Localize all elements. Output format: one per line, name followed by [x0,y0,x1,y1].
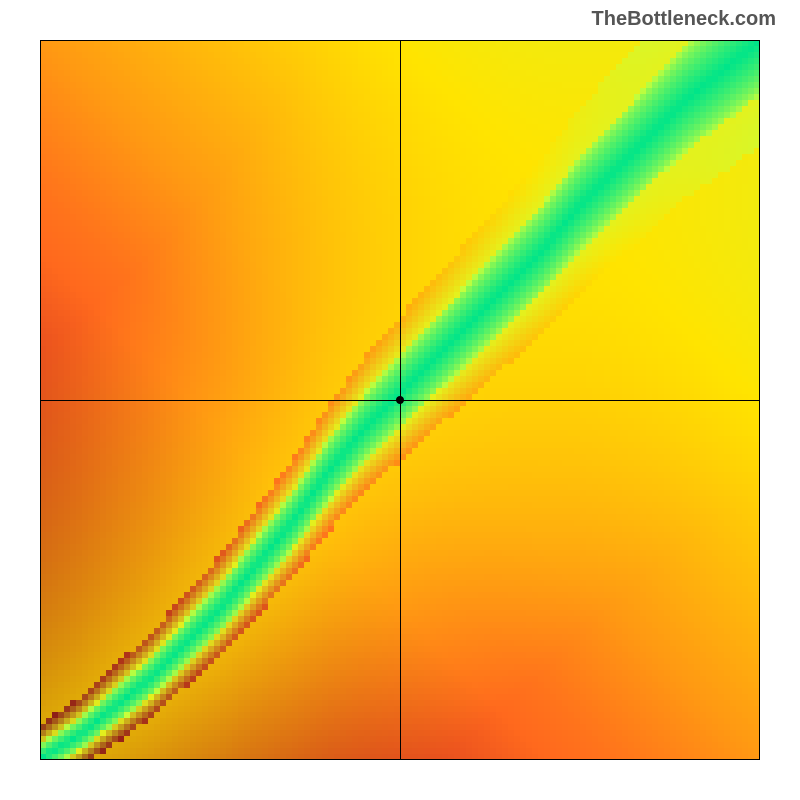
heatmap-plot [40,40,760,760]
chart-container: TheBottleneck.com [0,0,800,800]
watermark-text: TheBottleneck.com [592,8,776,31]
bottleneck-marker [396,396,404,404]
